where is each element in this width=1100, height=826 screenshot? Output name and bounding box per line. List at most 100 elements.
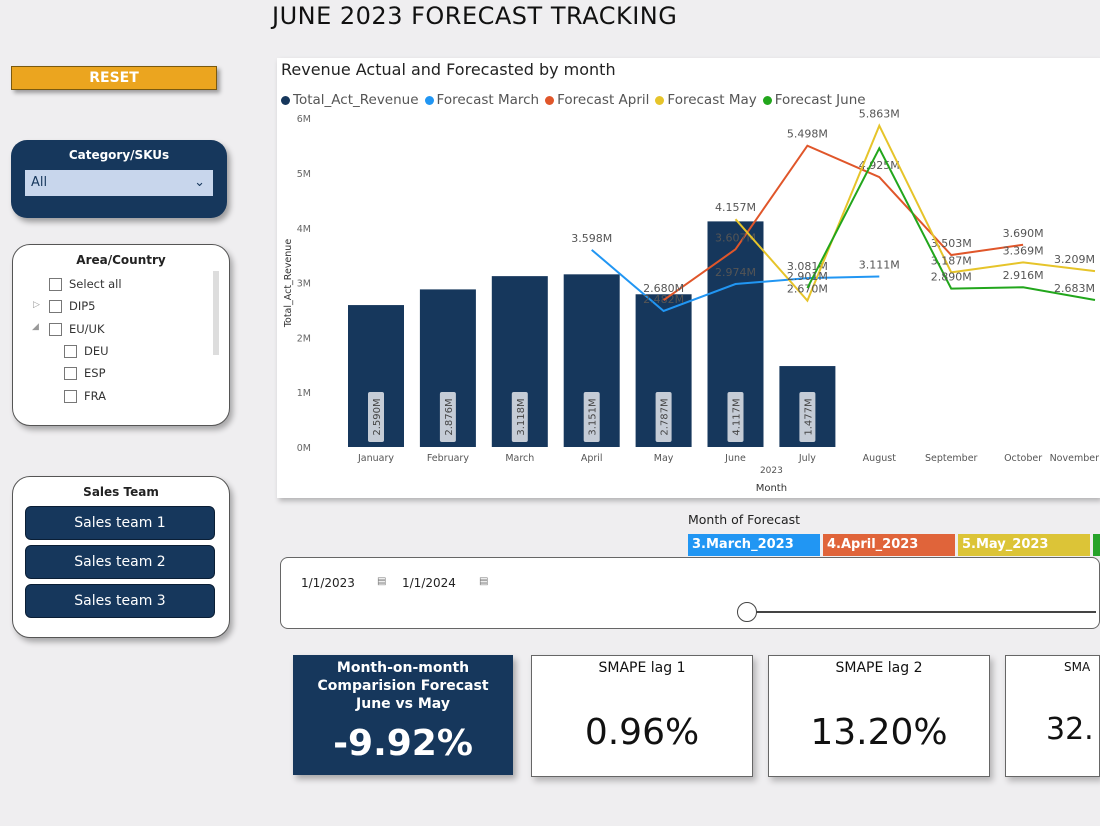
checkbox-eu-uk[interactable]: EU/UK — [49, 322, 105, 336]
bar-label-box — [727, 392, 744, 442]
line-data-label: 2.916M — [1003, 269, 1044, 282]
legend-label: Forecast June — [774, 92, 866, 108]
bar-data-label: 3.151M — [588, 398, 599, 435]
checkbox-deu[interactable]: DEU — [64, 344, 109, 358]
bar-label-box — [655, 392, 672, 442]
line-data-label: 2.670M — [787, 283, 828, 296]
x-tick-label: August — [863, 453, 897, 464]
area-slicer-label: Area/Country — [76, 253, 166, 267]
forecast-june-button[interactable] — [1093, 534, 1100, 556]
x-tick-label: October — [1004, 453, 1042, 464]
line-data-label: 4.157M — [715, 201, 756, 214]
kpi-title: SMAPE lag 2 — [835, 660, 923, 676]
line-data-label: 2.901M — [787, 270, 828, 283]
bar-label-box — [368, 392, 384, 442]
kpi-title: SMA — [1064, 660, 1091, 674]
chart-title: Revenue Actual and Forecasted by month — [281, 60, 616, 79]
line-data-label: 3.598M — [571, 232, 612, 245]
legend-item[interactable]: Forecast June — [762, 92, 866, 108]
line-data-label: 3.369M — [1003, 244, 1044, 257]
sales-team-3-button[interactable]: Sales team 3 — [25, 584, 215, 618]
bar-data-label: 3.118M — [516, 398, 527, 435]
legend-item[interactable]: Forecast March — [424, 92, 540, 108]
x-tick-label: May — [654, 453, 674, 464]
chart-plot: 0M 1M 2M 3M 4M 5M 6M Total_Act_Revenue January Fe… — [283, 108, 1100, 494]
line-data-label: 2.890M — [931, 271, 972, 284]
x-tick-label: June — [724, 453, 746, 464]
forecast-may-button[interactable]: 5.May_2023 — [958, 534, 1090, 556]
line-data-label: 5.863M — [859, 108, 900, 121]
line-data-label: 5.498M — [787, 128, 828, 141]
bar-data-label: 2.876M — [444, 398, 455, 435]
legend-label: Forecast March — [436, 92, 540, 108]
legend-label: Forecast April — [557, 92, 650, 108]
checkbox-label: EU/UK — [69, 322, 105, 336]
start-date-input[interactable]: 1/1/2023 — [301, 576, 355, 590]
x-tick-label: September — [925, 453, 978, 464]
checkbox-select-all[interactable]: Select all — [49, 277, 122, 291]
kpi-value: 13.20% — [810, 712, 948, 753]
x-tick-label: November — [1050, 453, 1100, 464]
scrollbar[interactable] — [213, 271, 219, 355]
smape-lag1-card: SMAPE lag 1 0.96% — [531, 655, 753, 777]
x-axis-year: 2023 — [760, 466, 783, 476]
legend-item[interactable]: Total_Act_Revenue — [281, 92, 419, 108]
line-forecast-june — [806, 146, 1096, 301]
line-data-label: 2.683M — [1054, 282, 1095, 295]
legend-dot-icon — [655, 95, 665, 105]
y-tick-label: 3M — [297, 279, 311, 290]
category-dropdown[interactable]: All ⌄ — [25, 170, 213, 196]
bar-label-box — [511, 392, 528, 442]
bar-data-label: 1.477M — [803, 398, 814, 435]
y-tick-label: 0M — [297, 443, 311, 454]
x-tick-label: April — [581, 453, 603, 464]
end-date-input[interactable]: 1/1/2024 — [402, 576, 456, 590]
slider-handle[interactable] — [737, 602, 757, 622]
checkbox-esp[interactable]: ESP — [64, 366, 106, 380]
button-label: 3.March_2023 — [692, 537, 794, 552]
line-data-label: 2.974M — [715, 266, 756, 279]
line-data-label: 3.503M — [931, 237, 972, 250]
bar-label-box — [439, 392, 456, 442]
legend-item[interactable]: Forecast April — [545, 92, 649, 108]
mom-kpi-card: Month-on-month Comparision Forecast June… — [293, 655, 513, 775]
checkbox-fra[interactable]: FRA — [64, 389, 106, 403]
sales-team-1-button[interactable]: Sales team 1 — [25, 506, 215, 540]
y-tick-label: 2M — [297, 333, 311, 344]
collapse-icon[interactable]: ◢ — [32, 322, 39, 332]
checkbox-label: DIP5 — [69, 299, 96, 313]
bar-data-label: 2.590M — [372, 398, 383, 435]
smape-lag3-card: SMA 32. — [1005, 655, 1100, 777]
x-tick-label: March — [505, 453, 534, 464]
reset-button[interactable]: RESET — [11, 66, 217, 90]
legend-label: Forecast May — [667, 92, 757, 108]
y-axis-title: Total_Act_Revenue — [283, 239, 294, 328]
sales-team-label: Sales Team — [83, 485, 159, 499]
bar-label-box — [799, 392, 816, 442]
checkbox-icon — [49, 277, 62, 291]
chevron-down-icon: ⌄ — [194, 175, 205, 190]
legend-dot-icon — [545, 95, 555, 105]
checkbox-icon — [64, 366, 77, 380]
calendar-icon[interactable]: ▤ — [377, 576, 387, 587]
legend-item[interactable]: Forecast May — [655, 92, 757, 108]
x-axis-title: Month — [756, 483, 787, 494]
sales-team-2-button[interactable]: Sales team 2 — [25, 545, 215, 579]
checkbox-icon — [64, 344, 77, 358]
checkbox-label: FRA — [84, 389, 107, 403]
line-data-label: 3.111M — [859, 259, 900, 272]
bar-label-box — [583, 392, 600, 442]
expand-icon[interactable]: ▷ — [33, 300, 40, 310]
checkbox-dip5[interactable]: DIP5 — [49, 299, 96, 313]
forecast-april-button[interactable]: 4.April_2023 — [823, 534, 955, 556]
checkbox-icon — [49, 299, 62, 313]
line-data-label: 3.209M — [1054, 253, 1095, 266]
sales-team-slicer: Sales Team Sales team 1 Sales team 2 Sal… — [12, 476, 230, 638]
forecast-march-button[interactable]: 3.March_2023 — [688, 534, 820, 556]
calendar-icon[interactable]: ▤ — [479, 576, 489, 587]
slider-track[interactable] — [746, 611, 1096, 613]
kpi-title: Month-on-month Comparision Forecast June… — [317, 660, 489, 712]
button-label: 5.May_2023 — [962, 537, 1049, 552]
x-tick-label: January — [357, 453, 394, 464]
x-tick-label: February — [427, 453, 469, 464]
